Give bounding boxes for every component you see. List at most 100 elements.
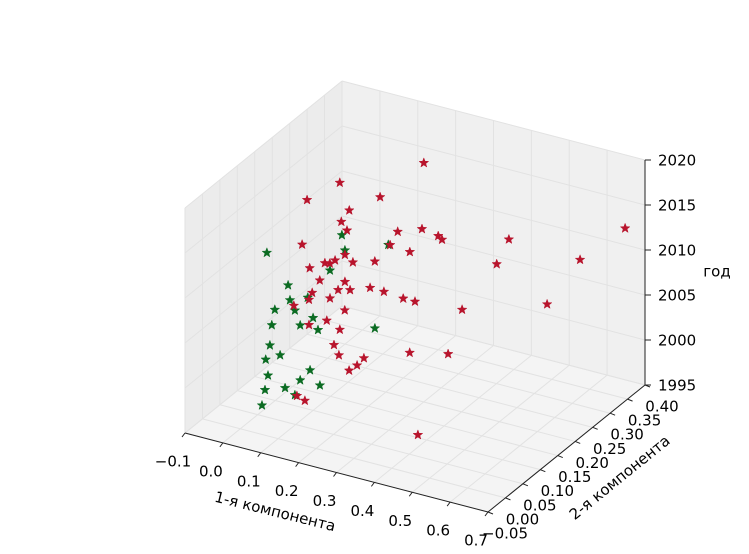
x-tick <box>370 482 375 487</box>
x-tick <box>484 511 489 517</box>
grid-line <box>341 80 646 161</box>
axes: −0.1 0.0 0.1 0.2 0.3 0.4 0.5 0.6 0.7−0.050.000.0… <box>155 152 696 550</box>
y-tick-label: 0.00 <box>506 510 539 528</box>
grid-line <box>237 390 541 471</box>
x-tick-label: 0.6 <box>426 522 450 540</box>
z-tick-label: 2020 <box>658 152 696 170</box>
point <box>333 349 345 360</box>
z-tick-label: 2010 <box>658 242 696 260</box>
grid-line <box>341 125 646 206</box>
grid-line <box>184 305 343 434</box>
y-tick-label: 0.25 <box>593 440 626 458</box>
point <box>392 225 404 237</box>
grid-line <box>184 260 343 389</box>
point <box>442 348 454 359</box>
x-tick <box>295 462 300 467</box>
point <box>294 319 306 330</box>
point <box>328 339 340 350</box>
grid-line <box>260 325 419 454</box>
grid-line <box>219 404 524 485</box>
point <box>319 257 331 268</box>
point <box>294 374 306 385</box>
point <box>321 314 333 326</box>
point <box>374 191 386 202</box>
point <box>306 287 318 298</box>
x-tick <box>333 472 337 477</box>
x-tick <box>446 501 451 507</box>
point <box>284 294 296 305</box>
x-tick-label: 0.2 <box>275 482 299 500</box>
point <box>260 353 272 365</box>
grid-line <box>272 361 576 442</box>
point <box>404 246 416 257</box>
point <box>307 312 319 323</box>
y-tick <box>592 426 598 430</box>
grid-line <box>341 170 646 251</box>
grid-line <box>341 215 646 296</box>
point <box>274 349 286 360</box>
point <box>299 394 311 406</box>
x-tick-label: 0.5 <box>388 512 412 530</box>
x-tick <box>408 491 413 497</box>
y-tick-label: −0.05 <box>482 525 528 543</box>
point <box>324 292 336 303</box>
point <box>339 276 351 287</box>
y-tick-label: 0.35 <box>628 412 661 430</box>
z-tick-label: 2015 <box>658 197 696 215</box>
grid-line <box>184 215 343 344</box>
grid-line <box>254 376 558 457</box>
point <box>378 285 390 297</box>
point <box>269 303 281 315</box>
point <box>541 298 553 309</box>
point <box>301 194 313 205</box>
point <box>397 292 409 304</box>
z-tick-label: 2000 <box>658 332 696 350</box>
y-tick <box>575 440 581 444</box>
point <box>503 233 515 244</box>
point <box>304 364 316 375</box>
point <box>409 295 421 307</box>
z-axis-label: год <box>703 263 730 281</box>
point <box>418 157 430 168</box>
y-tick-label: 0.20 <box>576 454 609 472</box>
points <box>256 157 631 440</box>
point <box>436 233 448 245</box>
point <box>329 254 341 265</box>
x-tick-label: 0.0 <box>199 462 223 480</box>
point <box>304 262 316 273</box>
y-tick-label: 0.40 <box>645 398 678 416</box>
y-tick-label: 0.15 <box>558 468 591 486</box>
point <box>332 284 344 295</box>
point <box>259 384 271 395</box>
point <box>416 223 428 234</box>
point <box>341 224 353 236</box>
y-tick <box>609 412 616 416</box>
x-tick <box>257 452 262 458</box>
x-tick <box>219 442 224 448</box>
y-tick <box>627 398 633 402</box>
y-axis-line <box>487 384 646 513</box>
point <box>334 323 346 335</box>
x-tick-label: 0.7 <box>464 532 488 550</box>
point <box>314 274 326 285</box>
point <box>335 216 347 227</box>
point <box>282 279 294 290</box>
z-tick-label: 1995 <box>658 377 696 395</box>
grid-line <box>202 418 506 499</box>
grid-line <box>306 333 611 414</box>
y-tick-label: 0.10 <box>541 482 574 500</box>
point <box>339 249 351 260</box>
y-tick <box>522 483 529 487</box>
point <box>358 352 370 363</box>
point <box>369 255 381 267</box>
point <box>619 222 631 233</box>
grid-line <box>449 374 608 503</box>
point <box>303 293 315 305</box>
grid-line <box>184 125 343 254</box>
point <box>412 429 424 440</box>
point <box>312 324 324 335</box>
y-tick <box>487 511 494 515</box>
y-tick-label: 0.30 <box>610 426 643 444</box>
grid-line <box>336 345 494 473</box>
